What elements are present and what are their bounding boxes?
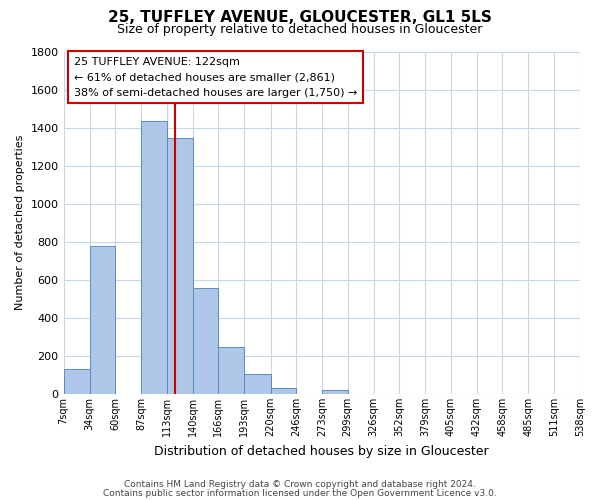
Text: Contains HM Land Registry data © Crown copyright and database right 2024.: Contains HM Land Registry data © Crown c…: [124, 480, 476, 489]
Text: 25, TUFFLEY AVENUE, GLOUCESTER, GL1 5LS: 25, TUFFLEY AVENUE, GLOUCESTER, GL1 5LS: [108, 10, 492, 25]
Bar: [167, 138, 193, 394]
Bar: [322, 390, 347, 394]
Bar: [244, 374, 271, 394]
Bar: [90, 246, 115, 394]
Text: Size of property relative to detached houses in Gloucester: Size of property relative to detached ho…: [118, 22, 482, 36]
Bar: [64, 370, 90, 394]
Text: Contains public sector information licensed under the Open Government Licence v3: Contains public sector information licen…: [103, 488, 497, 498]
Bar: [271, 388, 296, 394]
Bar: [193, 288, 218, 394]
Bar: [218, 347, 244, 394]
X-axis label: Distribution of detached houses by size in Gloucester: Distribution of detached houses by size …: [154, 444, 489, 458]
Y-axis label: Number of detached properties: Number of detached properties: [15, 135, 25, 310]
Text: 25 TUFFLEY AVENUE: 122sqm
← 61% of detached houses are smaller (2,861)
38% of se: 25 TUFFLEY AVENUE: 122sqm ← 61% of detac…: [74, 56, 357, 98]
Bar: [142, 121, 167, 394]
